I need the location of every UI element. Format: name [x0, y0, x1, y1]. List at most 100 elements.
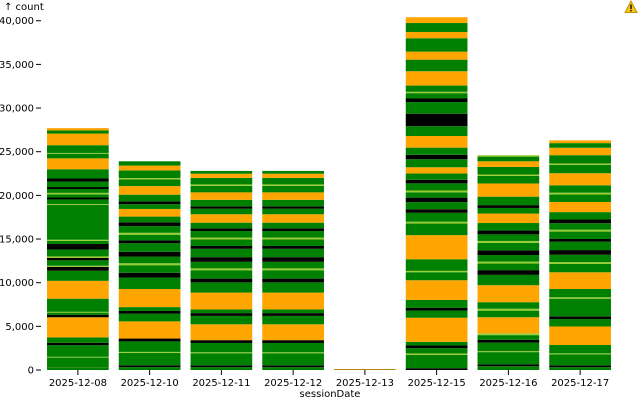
- bar-segment[interactable]: [477, 196, 540, 206]
- bar-segment[interactable]: [262, 184, 324, 186]
- bar-segment[interactable]: [549, 354, 611, 366]
- bar-segment[interactable]: [549, 263, 611, 273]
- bar-segment[interactable]: [118, 277, 181, 289]
- bar-segment[interactable]: [118, 201, 181, 205]
- bar-segment[interactable]: [262, 185, 324, 193]
- bar-segment[interactable]: [405, 136, 468, 148]
- bar-segment[interactable]: [262, 261, 324, 269]
- bar-segment[interactable]: [262, 365, 324, 368]
- bar-segment[interactable]: [118, 351, 181, 353]
- bar-segment[interactable]: [477, 240, 540, 243]
- bar-segment[interactable]: [405, 221, 468, 224]
- bar-segment[interactable]: [118, 263, 181, 266]
- bar-segment[interactable]: [190, 313, 253, 316]
- bar-segment[interactable]: [118, 243, 181, 252]
- bar-segment[interactable]: [262, 177, 324, 185]
- bar-segment[interactable]: [118, 226, 181, 233]
- bar-segment[interactable]: [118, 272, 181, 278]
- bar-segment[interactable]: [477, 352, 540, 365]
- bar-segment[interactable]: [549, 147, 611, 156]
- bar-segment[interactable]: [477, 308, 540, 311]
- bar-segment[interactable]: [262, 313, 324, 316]
- bar-segment[interactable]: [549, 229, 611, 232]
- bar-segment[interactable]: [47, 244, 109, 250]
- bar-segment[interactable]: [549, 345, 611, 354]
- bar-segment[interactable]: [477, 205, 540, 208]
- bar-segment[interactable]: [405, 93, 468, 99]
- bar-segment[interactable]: [405, 354, 468, 369]
- bar-segment[interactable]: [47, 357, 109, 368]
- bar-segment[interactable]: [477, 333, 540, 336]
- bar-segment[interactable]: [405, 85, 468, 92]
- bar-segment[interactable]: [190, 208, 253, 215]
- bar-segment[interactable]: [262, 208, 324, 215]
- bar-segment[interactable]: [262, 170, 324, 174]
- bar-segment[interactable]: [405, 126, 468, 137]
- bar-segment[interactable]: [405, 259, 468, 271]
- bar-segment[interactable]: [118, 234, 181, 241]
- bar-segment[interactable]: [405, 235, 468, 260]
- bar-segment[interactable]: [47, 192, 109, 195]
- bar-segment[interactable]: [118, 352, 181, 366]
- bar-segment[interactable]: [334, 369, 396, 370]
- bar-segment[interactable]: [118, 216, 181, 223]
- bar-segment[interactable]: [47, 356, 109, 358]
- bar-segment[interactable]: [262, 228, 324, 232]
- bar-segment[interactable]: [190, 192, 253, 200]
- bar-segment[interactable]: [549, 143, 611, 148]
- bar-segment[interactable]: [262, 192, 324, 200]
- bar-segment[interactable]: [405, 345, 468, 349]
- bar-segment[interactable]: [549, 212, 611, 220]
- bar-segment[interactable]: [118, 289, 181, 308]
- bar-segment[interactable]: [47, 158, 109, 170]
- bar-segment[interactable]: [118, 222, 181, 227]
- bar-segment[interactable]: [549, 223, 611, 230]
- bar-segment[interactable]: [190, 170, 253, 174]
- bar-segment[interactable]: [118, 365, 181, 368]
- bar-segment[interactable]: [262, 353, 324, 366]
- bar-segment[interactable]: [405, 299, 468, 308]
- bar-segment[interactable]: [477, 261, 540, 264]
- bar-segment[interactable]: [405, 38, 468, 52]
- bar-segment[interactable]: [405, 183, 468, 191]
- bar-segment[interactable]: [190, 237, 253, 240]
- bar-segment[interactable]: [190, 199, 253, 207]
- bar-segment[interactable]: [118, 186, 181, 195]
- bar-segment[interactable]: [118, 251, 181, 257]
- bar-segment[interactable]: [477, 351, 540, 353]
- bar-segment[interactable]: [549, 250, 611, 255]
- bar-segment[interactable]: [549, 192, 611, 195]
- bar-segment[interactable]: [47, 204, 109, 240]
- bar-segment[interactable]: [477, 242, 540, 251]
- bar-segment[interactable]: [118, 338, 181, 342]
- bar-segment[interactable]: [47, 260, 109, 266]
- bar-segment[interactable]: [405, 212, 468, 222]
- bar-segment[interactable]: [477, 250, 540, 256]
- bar-segment[interactable]: [262, 340, 324, 343]
- bar-segment[interactable]: [262, 282, 324, 293]
- bar-segment[interactable]: [405, 98, 468, 103]
- bar-segment[interactable]: [190, 184, 253, 186]
- bar-segment[interactable]: [477, 223, 540, 231]
- bar-segment[interactable]: [118, 310, 181, 314]
- bar-segment[interactable]: [47, 187, 109, 189]
- bar-segment[interactable]: [405, 272, 468, 281]
- bar-segment[interactable]: [477, 207, 540, 214]
- bar-segment[interactable]: [477, 230, 540, 235]
- bar-segment[interactable]: [190, 239, 253, 246]
- bar-segment[interactable]: [47, 188, 109, 193]
- bar-segment[interactable]: [477, 155, 540, 157]
- bar-segment[interactable]: [549, 297, 611, 299]
- bar-segment[interactable]: [549, 219, 611, 224]
- bar-segment[interactable]: [262, 173, 324, 178]
- bar-segment[interactable]: [190, 282, 253, 293]
- bar-segment[interactable]: [262, 292, 324, 310]
- bar-segment[interactable]: [262, 231, 324, 238]
- bar-segment[interactable]: [405, 91, 468, 94]
- bar-segment[interactable]: [405, 310, 468, 318]
- bar-segment[interactable]: [405, 31, 468, 39]
- bar-segment[interactable]: [190, 173, 253, 178]
- bar-segment[interactable]: [405, 51, 468, 60]
- bar-segment[interactable]: [47, 265, 109, 267]
- bar-segment[interactable]: [47, 312, 109, 315]
